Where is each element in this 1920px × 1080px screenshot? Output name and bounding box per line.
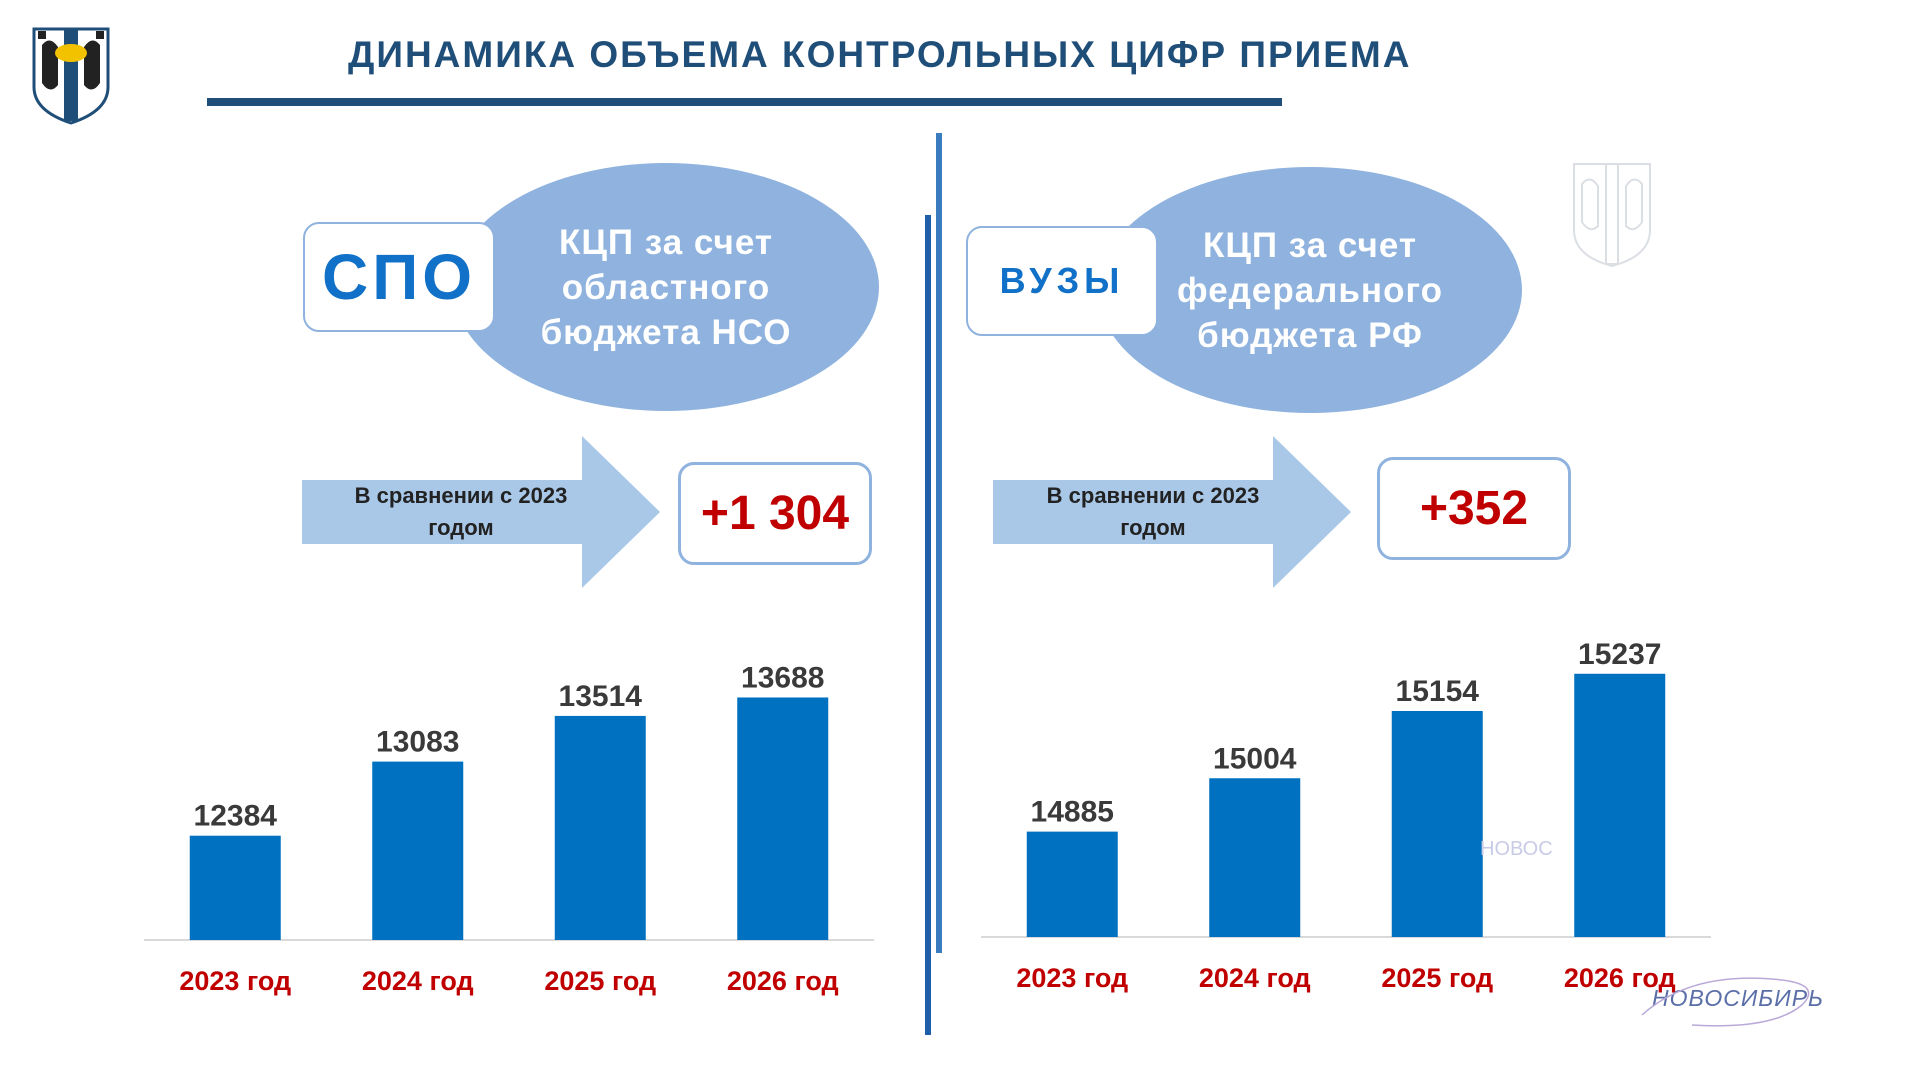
category-label-1: 2024 год <box>362 966 474 996</box>
title-underline <box>207 98 1282 106</box>
ghost-logo-watermark: НОВОС <box>1480 838 1553 860</box>
left-funding-line-1: КЦП за счет <box>559 222 773 262</box>
data-label-1: 15004 <box>1213 742 1297 775</box>
right-funding-line-2: федерального <box>1177 270 1443 310</box>
right-compare-line-1: В сравнении с 2023 <box>1046 483 1260 508</box>
vuzy-bar-chart: 14885 2023 год 15004 2024 год 15154 2025 год 1… <box>981 638 1711 993</box>
bar-2 <box>1391 710 1483 937</box>
data-label-1: 13083 <box>376 726 459 759</box>
left-compare-line-2: годом <box>428 515 494 540</box>
data-label-0: 14885 <box>1031 796 1114 829</box>
bar-3 <box>737 697 829 940</box>
vuzy-tag: ВУЗЫ <box>966 226 1158 336</box>
left-compare-arrow <box>302 436 660 588</box>
bar-0 <box>1026 831 1118 937</box>
left-delta-value: +1 304 <box>678 462 872 565</box>
data-label-2: 15154 <box>1396 675 1480 708</box>
left-funding-line-3: бюджета НСО <box>540 312 792 352</box>
panel-divider-lower <box>925 215 931 1035</box>
data-label-3: 15237 <box>1578 638 1661 671</box>
category-label-3: 2026 год <box>1564 963 1676 993</box>
coat-of-arms-icon <box>28 25 114 125</box>
bar-2 <box>554 715 646 940</box>
category-label-0: 2023 год <box>179 966 291 996</box>
panel-divider-upper <box>936 133 942 953</box>
data-label-2: 13514 <box>559 680 643 713</box>
left-funding-line-2: областного <box>561 267 771 307</box>
right-compare-line-2: годом <box>1120 515 1186 540</box>
page-title: ДИНАМИКА ОБЪЕМА КОНТРОЛЬНЫХ ЦИФР ПРИЕМА <box>348 34 1412 75</box>
left-funding-text: КЦП за счет областного бюджета НСО <box>541 220 792 355</box>
right-funding-ellipse: КЦП за счет федерального бюджета РФ <box>1098 167 1522 413</box>
city-logo-watermark: НОВОСИБИРЬ <box>1641 977 1825 1027</box>
category-label-2: 2025 год <box>1381 963 1493 993</box>
right-funding-text: КЦП за счет федерального бюджета РФ <box>1177 223 1443 358</box>
bar-1 <box>372 761 464 940</box>
city-logo-text: НОВОСИБИРЬ <box>1652 985 1825 1011</box>
category-label-2: 2025 год <box>544 966 656 996</box>
left-compare-line-1: В сравнении с 2023 <box>354 483 568 508</box>
right-delta-value: +352 <box>1377 457 1571 560</box>
emblem-watermark-icon <box>1570 160 1654 270</box>
right-compare-arrow <box>993 436 1351 588</box>
title-dotted-underline <box>355 100 649 112</box>
right-funding-line-3: бюджета РФ <box>1197 315 1423 355</box>
bar-1 <box>1209 778 1301 937</box>
right-compare-text: В сравнении с 2023 годом <box>1018 480 1288 544</box>
left-funding-ellipse: КЦП за счет областного бюджета НСО <box>453 163 879 411</box>
spo-tag: СПО <box>303 222 495 332</box>
data-label-3: 13688 <box>741 661 824 694</box>
right-funding-line-1: КЦП за счет <box>1203 225 1417 265</box>
category-label-1: 2024 год <box>1199 963 1311 993</box>
bar-0 <box>189 835 281 940</box>
bar-3 <box>1574 673 1666 937</box>
data-label-0: 12384 <box>194 800 278 833</box>
category-label-0: 2023 год <box>1016 963 1128 993</box>
spo-bar-chart: 12384 2023 год 13083 2024 год 13514 2025 год 1… <box>144 661 874 996</box>
left-compare-text: В сравнении с 2023 годом <box>326 480 596 544</box>
category-label-3: 2026 год <box>727 966 839 996</box>
